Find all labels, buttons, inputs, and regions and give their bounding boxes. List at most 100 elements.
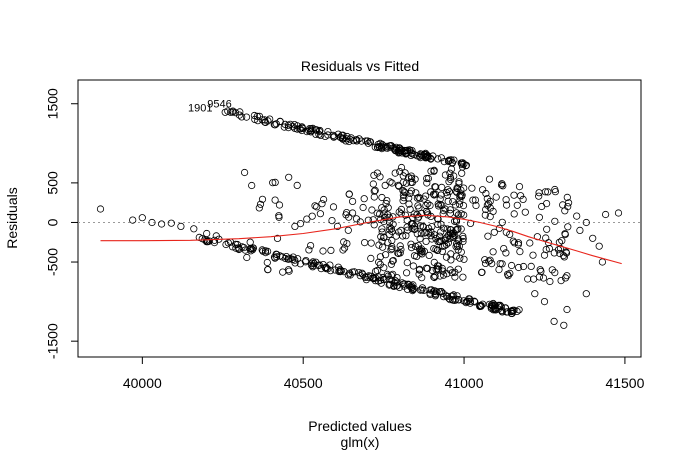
residual-point [425,229,433,237]
residual-point [389,270,397,278]
residual-point [498,260,506,268]
residual-point [453,242,462,250]
residual-point [432,291,440,299]
residual-point [492,193,500,201]
residual-point [551,188,560,196]
residual-point [576,226,584,234]
x-tick-label: 41500 [605,375,644,391]
residual-point [417,245,425,253]
residual-point [271,196,279,204]
residual-point [387,260,395,268]
residual-point [382,199,390,208]
residual-point [546,277,554,286]
residual-point [342,211,350,219]
residual-point [498,306,506,314]
y-tick-label: 500 [45,171,61,195]
residual-point [490,228,498,236]
residual-point [380,206,388,214]
residual-point [441,205,449,213]
residual-point [423,174,431,183]
residual-point [232,240,240,248]
residual-point [479,300,487,308]
residual-point [377,233,385,241]
residual-point [241,168,249,177]
residual-point [368,206,376,214]
residual-point [440,158,448,166]
residual-point [542,200,551,208]
residual-point [445,294,453,303]
y-axis-label: Residuals [4,187,20,248]
residual-point [559,201,567,209]
residual-point [422,228,430,236]
residual-point [540,297,549,306]
residual-point [158,220,166,228]
residual-point [371,186,379,194]
residual-point [542,234,550,242]
residual-point [301,258,310,266]
residual-point [349,137,357,145]
residual-point [305,246,313,254]
residual-point [455,180,463,188]
residual-point [499,182,507,190]
residual-point [459,232,467,240]
residual-point [497,181,506,189]
residual-point [387,225,396,233]
residual-point [564,223,572,231]
residual-point [309,258,317,266]
residual-point [378,204,386,212]
residual-point [556,249,564,258]
residual-point [437,236,445,244]
residual-point [404,281,412,289]
residual-point [444,186,452,194]
residual-point [345,190,353,198]
residual-point [371,267,380,275]
residual-point [554,246,563,254]
residual-point [543,225,551,233]
residual-point [395,182,403,190]
residual-point [462,298,470,307]
residual-point [485,300,494,308]
residual-point [430,245,438,253]
residual-point [386,178,394,186]
residual-point [259,247,267,255]
residual-point [407,174,416,182]
residual-point [434,246,442,254]
residual-point [535,273,544,281]
residual-point [129,216,137,224]
residual-point [535,213,544,221]
residual-point [430,231,438,239]
residual-point [469,196,477,204]
residual-point [278,253,286,261]
residual-point [460,160,468,168]
residual-point [491,305,499,314]
residual-point [539,274,548,282]
residual-point [551,217,559,225]
residual-point [417,230,425,238]
residual-point [373,169,381,177]
residual-point [447,176,455,184]
residual-point [380,210,388,218]
residual-point [376,253,384,261]
residual-point [397,205,405,213]
residual-point [385,281,393,289]
residual-point [527,262,535,270]
residual-point [408,286,417,295]
residual-point [392,232,400,240]
residual-point [395,146,403,154]
residual-point [429,190,438,198]
residual-point [307,125,315,133]
residual-point [418,274,426,282]
residual-point [289,123,297,131]
residual-point [327,246,335,254]
residual-point [468,184,476,192]
residual-point [409,281,417,289]
residual-point [373,143,382,152]
residual-point [396,242,404,250]
residual-point [345,213,353,221]
residual-point [412,189,420,197]
residual-point [384,239,392,247]
residual-point [548,266,556,274]
residual-point [388,245,396,253]
residual-point [411,222,419,230]
residual-point [563,305,571,314]
